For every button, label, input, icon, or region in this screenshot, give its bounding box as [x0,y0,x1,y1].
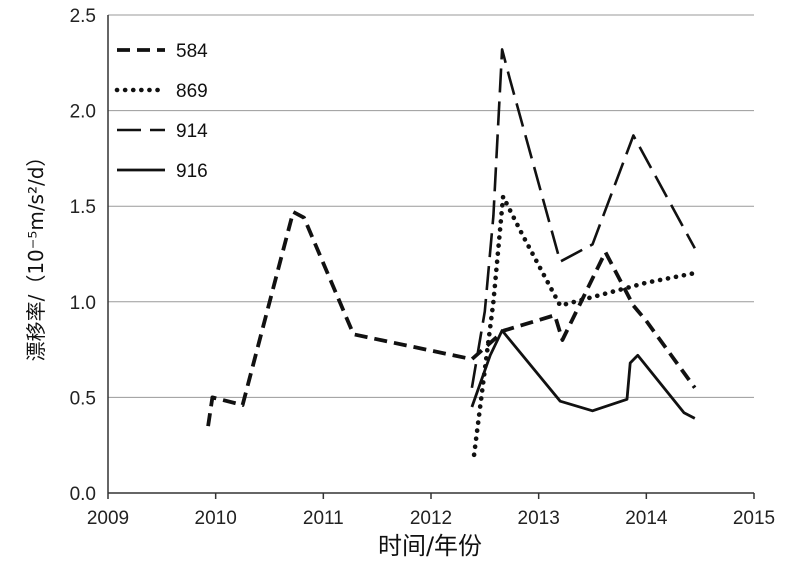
legend-label-914: 914 [176,121,208,142]
y-tick-label: 2.5 [70,6,96,27]
series-layer [206,48,698,458]
legend-label-584: 584 [176,41,208,62]
series-line-916 [470,329,696,420]
series-line-914 [470,48,696,389]
series-line-869 [471,194,698,458]
x-axis-ticks: 2009 2010 2011 2012 2013 2014 2015 [87,493,775,529]
y-tick-label: 0.0 [70,484,96,505]
x-tick-label: 2010 [195,508,237,529]
gridlines [108,14,754,398]
x-tick-label: 2009 [87,508,129,529]
y-axis-title: 漂移率/（10⁻⁵m/s²/d） [24,147,48,362]
x-axis-title: 时间/年份 [378,532,482,560]
y-tick-label: 1.5 [70,197,96,218]
x-tick-label: 2012 [410,508,452,529]
legend: 584 869 914 916 [114,41,208,182]
legend-label-869: 869 [176,81,208,102]
legend-label-916: 916 [176,161,208,182]
x-tick-label: 2011 [303,508,344,529]
x-tick-label: 2014 [625,508,668,529]
x-tick-label: 2013 [518,508,560,529]
y-axis-ticks: 0.0 0.5 1.0 1.5 2.0 2.5 [70,6,96,505]
y-tick-label: 2.0 [70,102,96,123]
y-tick-label: 0.5 [70,388,96,409]
y-tick-label: 1.0 [70,293,96,314]
series-line-584 [206,209,697,427]
x-tick-label: 2015 [733,508,775,529]
